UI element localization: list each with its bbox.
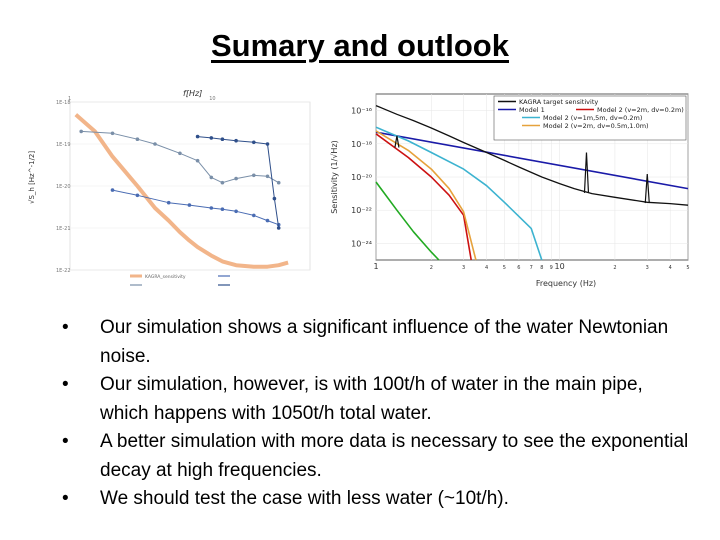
data-point [153,142,157,146]
x-axis-label: Frequency (Hz) [536,279,596,288]
data-point [195,158,200,163]
bullet-marker: • [62,431,69,452]
data-point [135,193,140,198]
bullet-item: • Our simulation, however, is with 100t/h… [56,371,696,428]
data-point [220,137,225,141]
data-point [276,226,281,230]
bullet-marker: • [62,488,69,509]
y-tick-label: 10⁻²⁰ [351,173,372,182]
x-tick-label: 1 [68,96,71,102]
x-tick-label: 10 [555,262,565,271]
bullet-text: Our simulation, however, is with 100t/h … [100,374,643,424]
slide-title: Sumary and outlook [211,28,509,63]
legend-label: KAGRA target sensitivity [519,98,598,106]
bullet-marker: • [62,374,69,395]
data-point [209,175,214,180]
x-tick-label: 3 [646,265,649,271]
series-line [375,181,440,261]
resonance-peak [394,135,400,148]
data-point [276,180,281,185]
right-chart-figure: 1 2 3 4 5 6 7 8 9 10 2 3 4 5 10⁻¹⁶ 10⁻¹⁸ 10⁻²⁰ 10⁻²² 10⁻²⁴… [326,84,696,292]
data-point [265,142,270,146]
data-point [195,134,200,139]
data-point [252,140,256,145]
data-point [234,176,238,181]
data-point [209,136,214,140]
data-point [252,173,256,178]
x-tick-label: 5 [686,265,689,271]
data-point [234,138,238,143]
series-line [375,131,689,190]
legend-label: Model 2 (v=2m, dv=0.2m) [597,106,684,114]
series-line [375,130,477,261]
x-tick-label: 9 [550,265,553,271]
data-point [110,131,115,136]
y-tick-label: 1E-19 [56,142,71,148]
data-point [135,137,140,141]
resonance-peak [583,152,590,193]
y-tick-label: 10⁻¹⁸ [351,140,372,149]
left-chart: 1E-18 1E-19 1E-20 1E-21 1E-22 1 10 f[Hz] √S_h [H… [28,89,311,286]
left-chart-figure: 1E-18 1E-19 1E-20 1E-21 1E-22 1 10 f[Hz] √S_h [H… [18,84,318,294]
legend-label: KAGRA_sensitivity [145,274,186,280]
series-line [375,126,543,261]
x-tick-label: 2 [613,265,616,271]
series-line [74,113,289,269]
x-tick-label: 8 [540,265,543,271]
bullet-text: Our simulation shows a significant influ… [100,317,669,367]
x-axis-label: f[Hz] [183,89,202,98]
data-point [220,180,225,185]
y-tick-label: 10⁻²² [351,206,372,215]
right-chart: 1 2 3 4 5 6 7 8 9 10 2 3 4 5 10⁻¹⁶ 10⁻¹⁸ 10⁻²⁰ 10⁻²² 10⁻²⁴… [330,93,690,288]
bullet-text: We should test the case with less water … [100,488,509,509]
series-line [81,130,279,184]
data-point [209,206,214,210]
data-point [178,151,182,156]
bullet-item: • A better simulation with more data is n… [56,428,696,485]
data-point [220,207,225,211]
bullet-text: A better simulation with more data is ne… [100,431,689,481]
bullet-item: • Our simulation shows a significant infl… [56,314,696,371]
x-tick-label: 7 [530,265,533,271]
y-tick-label: 10⁻¹⁶ [351,107,372,116]
series-line [197,136,280,229]
bullet-item: • We should test the case with less water… [56,485,696,514]
y-tick-label: 1E-21 [56,226,71,232]
y-tick-label: 1E-18 [56,100,71,106]
y-tick-label: 10⁻²⁴ [351,239,372,248]
data-point [272,196,277,201]
series-line [375,133,472,261]
bullet-marker: • [62,317,69,338]
x-tick-label: 4 [485,265,488,271]
data-point [166,200,171,205]
data-point [265,174,270,179]
series-line [375,104,689,206]
y-axis-label: √S_h [Hz^-1/2] [28,151,36,204]
legend-label: Model 1 [519,106,545,114]
data-point [79,129,83,134]
data-point [234,209,238,214]
x-tick-label: 4 [669,265,672,271]
data-point [252,213,256,218]
data-point [187,203,192,207]
series-line [112,189,279,226]
legend-label: Model 2 (v=1m,5m, dv=0.2m) [543,114,642,122]
resonance-peak [644,174,650,204]
legend-label: Model 2 (v=2m, dv=0.5m,1.0m) [543,122,649,130]
y-axis-label: Sensitivity (1/√Hz) [330,140,339,214]
x-tick-label: 2 [430,265,433,271]
x-tick-label: 6 [517,265,520,271]
data-point [265,218,270,223]
x-tick-label: 3 [462,265,465,271]
bullet-list: • Our simulation shows a significant infl… [56,314,696,514]
x-tick-label: 10 [209,96,215,102]
x-tick-label: 1 [373,262,378,271]
y-tick-label: 1E-22 [56,268,71,274]
x-tick-label: 5 [503,265,506,271]
y-tick-label: 1E-20 [56,184,71,190]
data-point [110,188,115,192]
